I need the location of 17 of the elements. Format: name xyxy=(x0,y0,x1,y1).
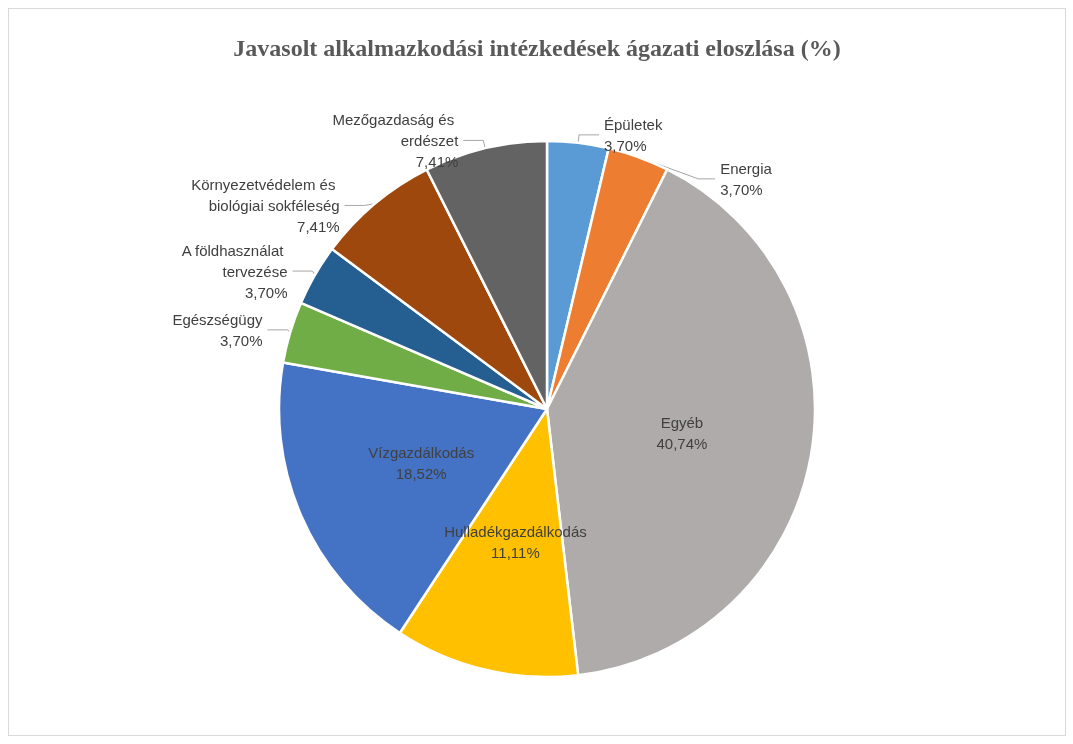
data-label: 3,70% xyxy=(720,180,763,198)
slice-label: Vízgazdálkodás xyxy=(368,444,475,462)
slice-label: Egészségügy xyxy=(172,310,263,328)
data-label: 3,70% xyxy=(604,136,647,154)
data-label: 3,70% xyxy=(219,331,263,349)
data-label: 40,74% xyxy=(656,434,708,452)
slice-label: Környezetvédelem és biológiai sokféleség xyxy=(191,175,340,214)
data-label: 18,52% xyxy=(395,465,447,483)
slice-label: Energia xyxy=(720,159,773,177)
data-label: 11,11% xyxy=(491,544,540,562)
slice-label: Egyéb xyxy=(660,413,704,431)
data-label: 3,70% xyxy=(245,283,288,301)
slice-label: Mezőgazdaság és erdészet xyxy=(332,110,460,149)
slice-label: Épületek xyxy=(604,115,663,133)
slice-label: A földhasználat tervezése xyxy=(181,241,288,280)
chart-title: Javasolt alkalmazkodási intézkedések ágazati eloszlása (%) xyxy=(233,35,841,61)
data-label: 7,41% xyxy=(297,217,340,235)
